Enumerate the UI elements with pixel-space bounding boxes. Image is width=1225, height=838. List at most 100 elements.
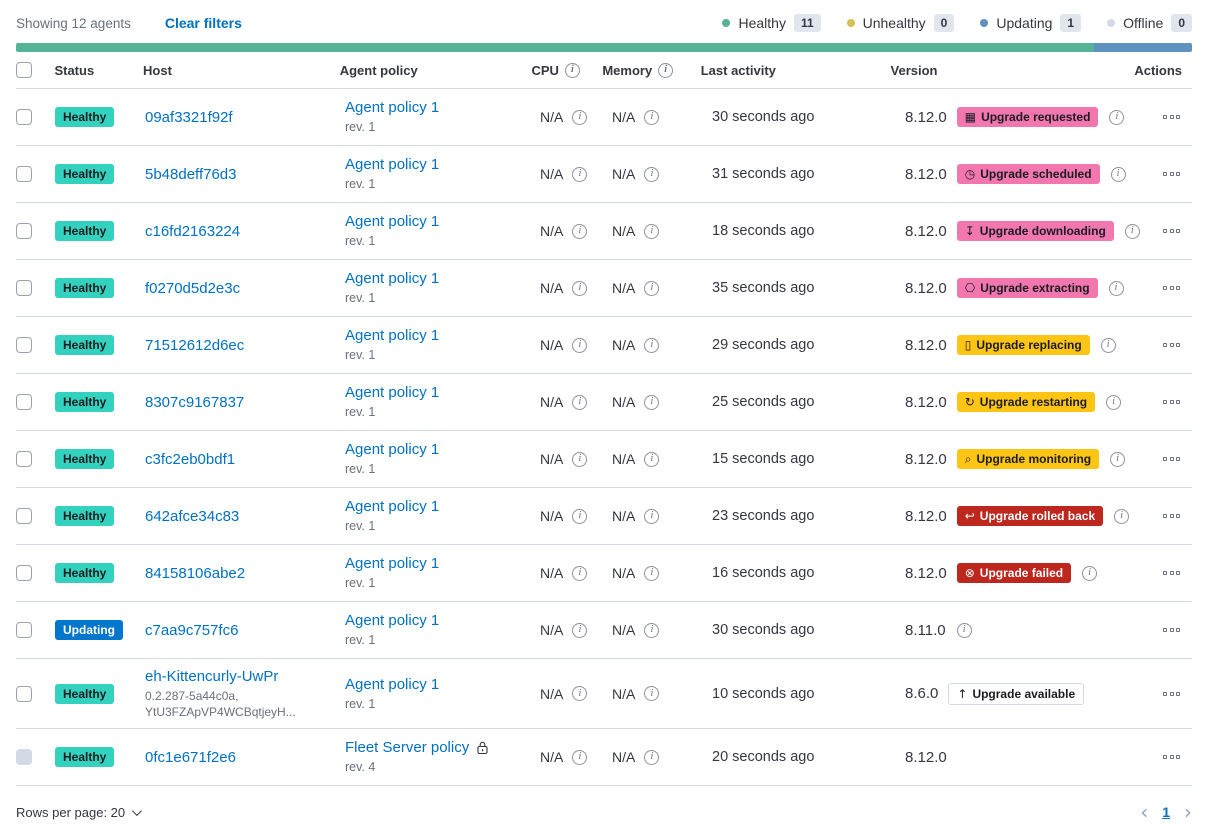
- cpu-value-info-icon[interactable]: i: [572, 686, 588, 701]
- agent-policy-link[interactable]: Agent policy 1: [345, 270, 440, 287]
- cpu-value: N/A: [540, 565, 564, 581]
- agent-policy-link[interactable]: Agent policy 1: [345, 99, 440, 116]
- row-checkbox[interactable]: [16, 337, 32, 353]
- host-link[interactable]: c7aa9c757fc6: [145, 621, 239, 639]
- version-info-icon[interactable]: i: [1110, 166, 1126, 182]
- row-checkbox[interactable]: [16, 685, 32, 702]
- version-value: 8.12.0: [905, 108, 947, 126]
- host-link[interactable]: c3fc2eb0bdf1: [145, 450, 236, 468]
- host-link[interactable]: 642afce34c83: [145, 507, 240, 525]
- host-link[interactable]: c16fd2163224: [145, 222, 241, 240]
- lock-icon: [477, 741, 488, 754]
- host-link[interactable]: 09af3321f92f: [145, 108, 233, 126]
- host-link[interactable]: eh-Kittencurly-UwPr: [145, 668, 279, 685]
- cpu-value-info-icon[interactable]: i: [572, 622, 588, 638]
- row-checkbox[interactable]: [16, 109, 32, 125]
- cpu-value-info-icon[interactable]: i: [572, 749, 588, 765]
- version-info-icon[interactable]: i: [1100, 337, 1116, 353]
- page-number-1[interactable]: 1: [1162, 804, 1170, 820]
- memory-value-info-icon[interactable]: i: [644, 508, 660, 524]
- version-info-icon[interactable]: i: [1108, 280, 1124, 296]
- host-link[interactable]: 71512612d6ec: [145, 336, 245, 354]
- row-checkbox[interactable]: [16, 451, 32, 467]
- agent-policy-link[interactable]: Agent policy 1: [345, 156, 440, 173]
- memory-value-info-icon[interactable]: i: [644, 565, 660, 581]
- row-actions-button[interactable]: [1161, 453, 1182, 465]
- row-checkbox[interactable]: [16, 565, 32, 581]
- version-info-icon[interactable]: i: [1124, 223, 1140, 239]
- row-checkbox[interactable]: [16, 508, 32, 524]
- row-actions-button[interactable]: [1161, 111, 1182, 123]
- memory-value-info-icon[interactable]: i: [644, 451, 660, 467]
- cpu-value-info-icon[interactable]: i: [572, 109, 588, 125]
- cpu-value-info-icon[interactable]: i: [572, 508, 588, 524]
- agent-policy-link[interactable]: Agent policy 1: [345, 612, 440, 629]
- row-actions-button[interactable]: [1161, 168, 1182, 180]
- previous-page-button[interactable]: ‹: [1140, 800, 1149, 824]
- memory-value-info-icon[interactable]: i: [644, 166, 660, 182]
- agent-policy-link[interactable]: Fleet Server policy: [345, 739, 470, 756]
- memory-value-info-icon[interactable]: i: [644, 223, 660, 239]
- version-info-icon[interactable]: i: [956, 622, 972, 638]
- row-actions-button[interactable]: [1161, 624, 1182, 636]
- legend-dot-icon: [722, 19, 731, 27]
- next-page-button[interactable]: ›: [1184, 800, 1192, 824]
- table-row: Healthy 09af3321f92f Agent policy 1 rev.…: [16, 89, 1192, 146]
- memory-value-info-icon[interactable]: i: [644, 622, 660, 638]
- row-actions-button[interactable]: [1161, 567, 1182, 579]
- row-actions-button[interactable]: [1161, 396, 1182, 408]
- host-link[interactable]: 0fc1e671f2e6: [145, 748, 236, 766]
- version-info-icon[interactable]: i: [1110, 451, 1126, 467]
- host-link[interactable]: f0270d5d2e3c: [145, 279, 241, 297]
- host-link[interactable]: 8307c9167837: [145, 393, 245, 411]
- memory-value-info-icon[interactable]: i: [644, 394, 660, 410]
- row-actions-button[interactable]: [1161, 225, 1182, 237]
- cpu-value: N/A: [540, 337, 564, 353]
- row-checkbox[interactable]: [16, 166, 32, 182]
- row-checkbox[interactable]: [16, 223, 32, 239]
- host-link[interactable]: 5b48deff76d3: [145, 165, 237, 183]
- row-checkbox[interactable]: [16, 280, 32, 296]
- row-checkbox[interactable]: [16, 622, 32, 638]
- agent-policy-link[interactable]: Agent policy 1: [345, 498, 440, 515]
- agent-policy-link[interactable]: Agent policy 1: [345, 213, 440, 230]
- select-all-checkbox[interactable]: [16, 62, 32, 78]
- memory-value-info-icon[interactable]: i: [644, 280, 660, 296]
- agent-policy-link[interactable]: Agent policy 1: [345, 441, 440, 458]
- version-info-icon[interactable]: i: [1106, 394, 1122, 410]
- version-info-icon[interactable]: i: [1082, 565, 1098, 581]
- cpu-value-info-icon[interactable]: i: [572, 565, 588, 581]
- agent-policy-link[interactable]: Agent policy 1: [345, 384, 440, 401]
- memory-value-info-icon[interactable]: i: [644, 337, 660, 353]
- legend-item-offline: Offline 0: [1107, 14, 1192, 32]
- version-info-icon[interactable]: i: [1114, 508, 1130, 524]
- cpu-value-info-icon[interactable]: i: [572, 223, 588, 239]
- row-actions-button[interactable]: [1161, 282, 1182, 294]
- host-link[interactable]: 84158106abe2: [145, 564, 246, 582]
- cpu-value-info-icon[interactable]: i: [572, 280, 588, 296]
- clear-filters-link[interactable]: Clear filters: [164, 15, 242, 31]
- agent-policy-link[interactable]: Agent policy 1: [345, 675, 440, 693]
- row-actions-button[interactable]: [1161, 339, 1182, 351]
- agent-policy-link[interactable]: Agent policy 1: [345, 327, 440, 344]
- package-icon: ⎔: [964, 281, 976, 295]
- rows-per-page-button[interactable]: Rows per page: 20: [16, 805, 142, 820]
- cpu-value-info-icon[interactable]: i: [572, 451, 588, 467]
- row-actions-button[interactable]: [1161, 688, 1182, 700]
- version-info-icon[interactable]: i: [1109, 109, 1125, 125]
- row-checkbox[interactable]: [16, 394, 32, 410]
- memory-value-info-icon[interactable]: i: [644, 109, 660, 125]
- legend-dot-icon: [846, 19, 855, 27]
- cpu-value-info-icon[interactable]: i: [572, 337, 588, 353]
- cpu-info-icon[interactable]: i: [564, 62, 580, 78]
- upgrade-badge-label: Upgrade restarting: [979, 395, 1088, 409]
- row-actions-button[interactable]: [1161, 751, 1182, 763]
- agent-policy-link[interactable]: Agent policy 1: [345, 555, 440, 572]
- memory-value-info-icon[interactable]: i: [644, 686, 660, 701]
- cpu-value-info-icon[interactable]: i: [572, 166, 588, 182]
- memory-value-info-icon[interactable]: i: [644, 749, 660, 765]
- memory-info-icon[interactable]: i: [658, 62, 674, 78]
- row-actions-button[interactable]: [1161, 510, 1182, 522]
- table-row: Updating c7aa9c757fc6 Agent policy 1 rev…: [16, 602, 1192, 659]
- cpu-value-info-icon[interactable]: i: [572, 394, 588, 410]
